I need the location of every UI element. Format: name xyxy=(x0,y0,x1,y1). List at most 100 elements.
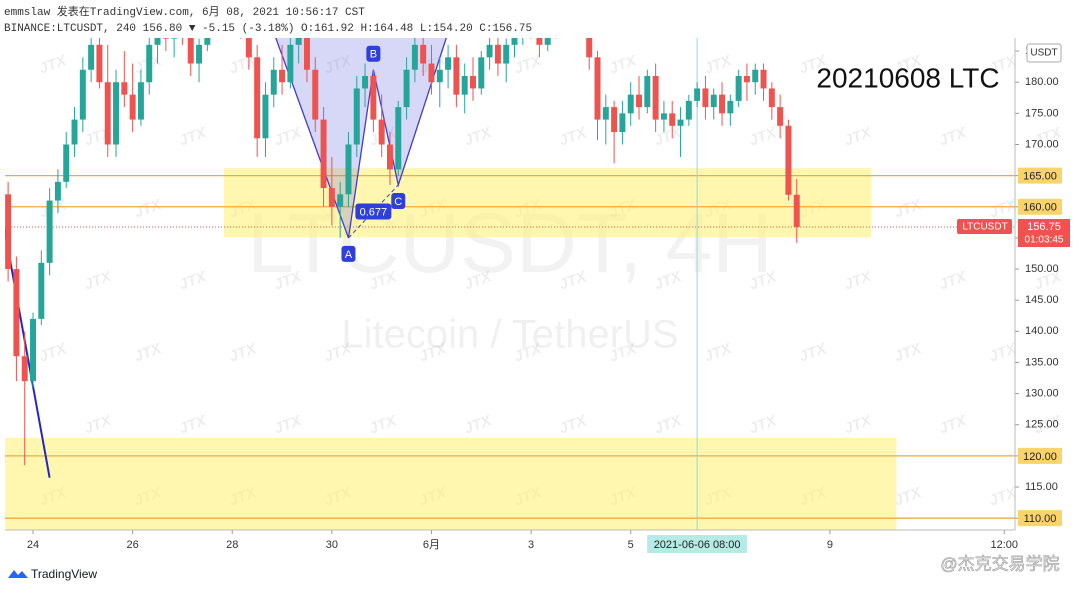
candle-body xyxy=(453,57,460,95)
candle-body xyxy=(669,113,676,126)
candle-body xyxy=(0,132,3,194)
candle-body xyxy=(636,94,643,108)
candle-body xyxy=(436,69,443,83)
candle-body xyxy=(262,94,269,139)
candle-body xyxy=(38,262,45,319)
candle-body xyxy=(735,75,742,101)
x-tick-label: 26 xyxy=(127,539,139,551)
level-label: 160.00 xyxy=(1023,202,1057,214)
candle-body xyxy=(137,82,144,120)
price-box xyxy=(1018,219,1070,248)
y-tick-label: 150.00 xyxy=(1025,263,1059,275)
candle-body xyxy=(245,38,252,58)
watermark-tile: JTX xyxy=(702,340,735,366)
candle-body xyxy=(727,100,734,114)
candle-body xyxy=(54,181,61,201)
candle-body xyxy=(378,119,385,145)
candle-body xyxy=(544,38,551,45)
candle-body xyxy=(694,88,701,101)
candle-body xyxy=(96,44,103,83)
watermark-tile: JTX xyxy=(462,124,495,150)
candle-body xyxy=(113,82,120,145)
candle-body xyxy=(171,38,178,39)
y-tick-label: 125.00 xyxy=(1025,419,1059,431)
watermark-tile: JTX xyxy=(557,124,590,150)
zone xyxy=(5,437,897,530)
candle-body xyxy=(752,69,759,83)
point-box xyxy=(341,245,356,262)
candle-body xyxy=(411,44,418,70)
candle-body xyxy=(196,44,203,64)
header-line2: BINANCE:LTCUSDT, 240 156.80 ▼ -5.15 (-3.… xyxy=(4,23,532,35)
candle-body xyxy=(71,119,78,145)
candle-body xyxy=(63,144,70,182)
brand-logo xyxy=(8,570,28,578)
candle-body xyxy=(295,38,302,45)
candle-body xyxy=(428,63,435,83)
ratio-box xyxy=(355,203,392,220)
candle-body xyxy=(760,69,767,89)
watermark-tile: JTX xyxy=(177,412,210,438)
candle-body xyxy=(611,107,618,133)
candle-body xyxy=(79,69,86,120)
watermark-tile: JTX xyxy=(177,124,210,150)
watermark-tile: JTX xyxy=(607,52,640,78)
candle-body xyxy=(677,119,684,126)
candle-body xyxy=(578,14,584,20)
candle-body xyxy=(204,38,211,45)
candle-body xyxy=(553,7,559,32)
y-tick-label: 175.00 xyxy=(1025,107,1059,119)
candle-body xyxy=(777,107,784,126)
candle-body xyxy=(461,75,468,95)
countdown-label: 01:03:45 xyxy=(1025,235,1064,246)
symbol-label: LTCUSDT xyxy=(962,222,1007,233)
candle-body xyxy=(685,100,692,120)
y-tick-label: 170.00 xyxy=(1025,138,1059,150)
candle-body xyxy=(279,69,286,83)
watermark-tile: JTX xyxy=(797,340,830,366)
watermark-tile: JTX xyxy=(937,412,970,438)
watermark-tile: JTX xyxy=(892,196,925,222)
candle-body xyxy=(602,107,609,120)
watermark-tile: JTX xyxy=(842,124,875,150)
watermark-tile: JTX xyxy=(132,340,165,366)
y-tick-label: 135.00 xyxy=(1025,356,1059,368)
y-tick-label: 130.00 xyxy=(1025,388,1059,400)
candle-body xyxy=(503,44,510,64)
candle-body xyxy=(719,94,726,114)
candle-body xyxy=(337,194,344,207)
watermark-tile: JTX xyxy=(37,196,70,222)
candle-body xyxy=(345,144,352,195)
candle-body xyxy=(21,356,28,382)
candle-body xyxy=(370,75,377,120)
y-tick-label: 115.00 xyxy=(1025,481,1058,493)
candle-body xyxy=(13,269,20,357)
candle-body xyxy=(710,94,717,108)
x-tick-label: 24 xyxy=(27,539,39,551)
candle-body xyxy=(420,44,427,64)
point-label: B xyxy=(370,49,377,61)
candle-body xyxy=(30,318,37,382)
candle-body xyxy=(570,0,576,14)
candle-body xyxy=(536,38,543,45)
crosshair-box xyxy=(647,535,748,553)
chart-title: 20210608 LTC xyxy=(816,62,999,93)
currency-box xyxy=(1026,43,1062,63)
candle-body xyxy=(478,57,485,89)
header-line1: emmslaw 发表在TradingView.com, 6月 08, 2021 … xyxy=(4,4,365,19)
candle-body xyxy=(768,88,775,108)
symbol-box xyxy=(957,219,1012,235)
candle-body xyxy=(362,75,369,89)
ratio-label: 0.677 xyxy=(360,206,388,218)
watermark-tile: JTX xyxy=(892,340,925,366)
x-tick-label: 28 xyxy=(226,539,238,551)
level-label: 110.00 xyxy=(1024,513,1057,525)
candle-body xyxy=(660,113,667,120)
candle-body xyxy=(104,82,111,145)
candle-body xyxy=(328,188,335,207)
x-tick-label: 30 xyxy=(326,539,338,551)
candle-body xyxy=(287,44,294,83)
candle-body xyxy=(254,57,261,139)
watermark-tile: JTX xyxy=(132,196,165,222)
